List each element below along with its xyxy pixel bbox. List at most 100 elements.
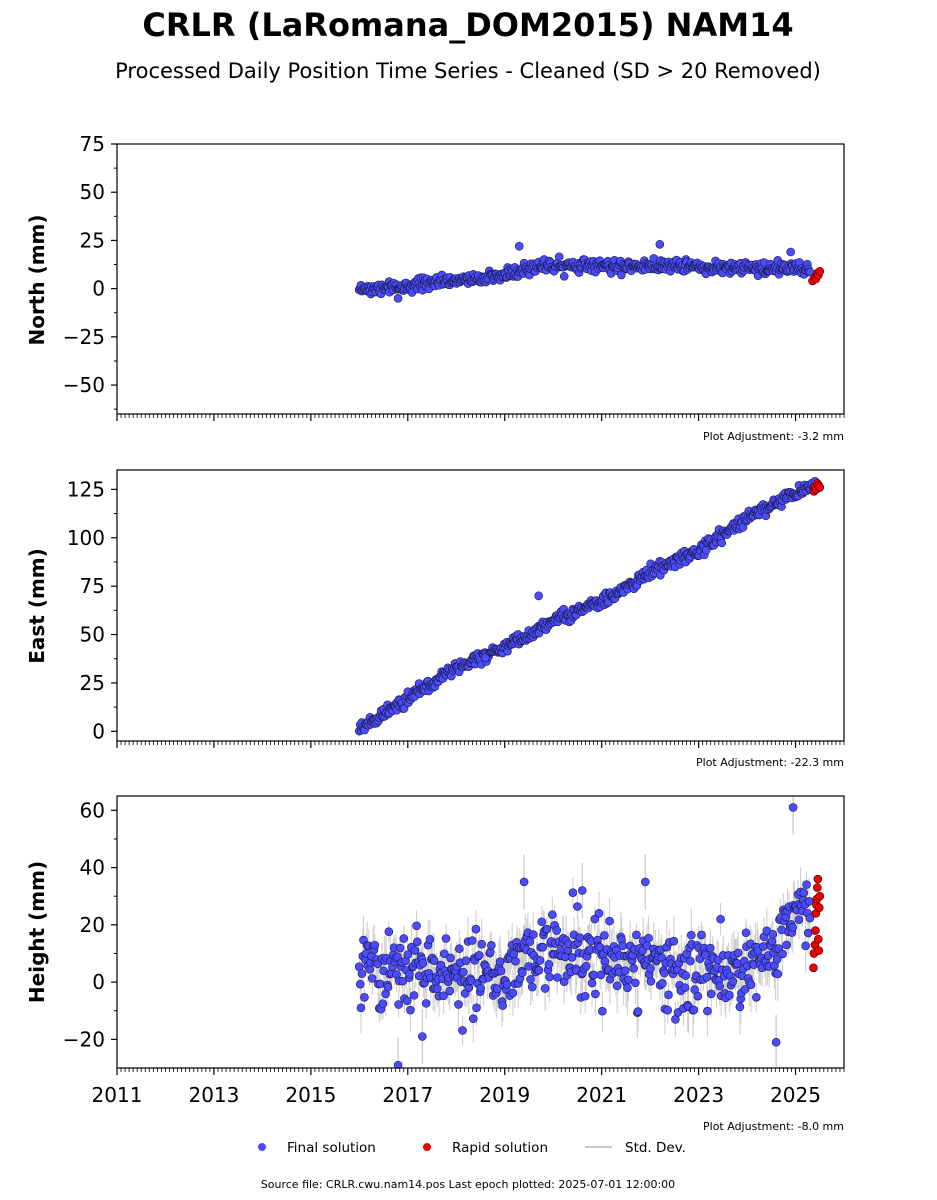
final-point xyxy=(617,270,626,280)
final-point xyxy=(548,910,557,919)
final-point xyxy=(474,950,484,960)
final-point xyxy=(514,241,524,251)
final-point xyxy=(772,955,782,964)
final-point xyxy=(367,974,377,983)
legend-std-label: Std. Dev. xyxy=(625,1140,686,1156)
data-layer xyxy=(354,239,825,303)
y-tick-label: 75 xyxy=(80,132,105,156)
final-point xyxy=(357,969,367,978)
x-tick-label: 2017 xyxy=(382,1083,433,1107)
final-point xyxy=(384,927,394,936)
data-layer xyxy=(354,796,825,1068)
final-point xyxy=(399,934,409,943)
final-point xyxy=(633,1007,643,1016)
legend-rapid-marker xyxy=(423,1143,431,1151)
final-point xyxy=(768,929,778,939)
final-point xyxy=(441,934,451,943)
final-point xyxy=(433,984,442,994)
final-point xyxy=(493,984,502,994)
final-point xyxy=(568,888,578,898)
final-point xyxy=(802,880,811,889)
final-point xyxy=(468,1014,478,1024)
plot-adjustment-note: Plot Adjustment: -22.3 mm xyxy=(696,756,844,769)
final-point xyxy=(498,1001,507,1010)
final-point xyxy=(655,239,665,249)
final-point xyxy=(640,877,650,887)
final-point xyxy=(786,247,795,257)
final-point xyxy=(733,948,743,958)
legend-final-label: Final solution xyxy=(287,1140,376,1156)
x-tick-label: 2021 xyxy=(576,1083,627,1107)
final-point xyxy=(618,941,628,951)
rapid-point xyxy=(813,874,823,884)
y-tick-label: 75 xyxy=(80,574,105,598)
final-point xyxy=(425,935,435,944)
final-point xyxy=(540,984,550,993)
final-point xyxy=(508,988,518,998)
final-point xyxy=(575,933,585,943)
final-point xyxy=(409,991,419,1000)
final-point xyxy=(591,989,600,999)
final-point xyxy=(511,956,520,966)
y-tick-label: 25 xyxy=(80,228,105,252)
final-point xyxy=(623,983,632,993)
legend-final-marker xyxy=(258,1143,266,1151)
final-point xyxy=(612,981,622,991)
legend: Final solution Rapid solution Std. Dev. xyxy=(258,1140,686,1156)
rapid-point xyxy=(815,483,825,492)
final-point xyxy=(395,943,405,953)
final-point xyxy=(598,1006,607,1016)
x-tick-label: 2015 xyxy=(285,1083,336,1107)
chart-title: CRLR (LaRomana_DOM2015) NAM14 xyxy=(142,6,793,44)
final-point xyxy=(782,940,791,950)
final-point xyxy=(418,1032,427,1041)
final-point xyxy=(406,1005,415,1015)
final-point xyxy=(706,943,715,953)
final-point xyxy=(773,969,783,979)
final-point xyxy=(567,953,577,962)
final-point xyxy=(735,1002,745,1012)
final-point xyxy=(542,924,552,934)
final-point xyxy=(715,981,725,991)
final-point xyxy=(421,999,431,1008)
final-point xyxy=(545,972,554,982)
final-point xyxy=(439,949,449,959)
chart-subtitle: Processed Daily Position Time Series - C… xyxy=(115,59,821,83)
final-point xyxy=(537,917,547,927)
final-point xyxy=(445,986,455,996)
final-point xyxy=(788,922,797,932)
final-point xyxy=(686,956,695,966)
y-tick-label: 20 xyxy=(80,913,105,937)
data-layer xyxy=(354,477,825,736)
final-point xyxy=(644,933,653,943)
y-tick-label: 60 xyxy=(80,798,105,822)
plot-area xyxy=(117,470,844,741)
final-point xyxy=(660,968,669,978)
final-point xyxy=(717,538,727,548)
legend-rapid-label: Rapid solution xyxy=(452,1140,548,1156)
final-point xyxy=(646,964,655,973)
final-point xyxy=(577,886,587,895)
final-point xyxy=(481,653,490,663)
final-point xyxy=(534,966,544,975)
final-point xyxy=(620,966,630,975)
y-tick-label: 125 xyxy=(67,477,105,501)
y-tick-label: 50 xyxy=(80,623,105,647)
final-point xyxy=(631,978,640,988)
final-point xyxy=(502,979,512,989)
x-tick-label: 2023 xyxy=(673,1083,724,1107)
y-tick-label: 40 xyxy=(80,856,105,880)
final-point xyxy=(383,982,393,992)
final-point xyxy=(680,983,690,992)
final-point xyxy=(446,953,455,963)
final-point xyxy=(394,1000,403,1009)
y-axis-label: North (mm) xyxy=(25,214,49,345)
rapid-point xyxy=(813,883,822,892)
final-point xyxy=(686,930,696,940)
final-point xyxy=(804,897,814,906)
final-point xyxy=(439,991,448,1001)
final-point xyxy=(472,1003,481,1013)
plot-adjustment-note: Plot Adjustment: -8.0 mm xyxy=(703,1120,844,1133)
rapid-point xyxy=(815,891,825,901)
final-point xyxy=(455,944,464,954)
